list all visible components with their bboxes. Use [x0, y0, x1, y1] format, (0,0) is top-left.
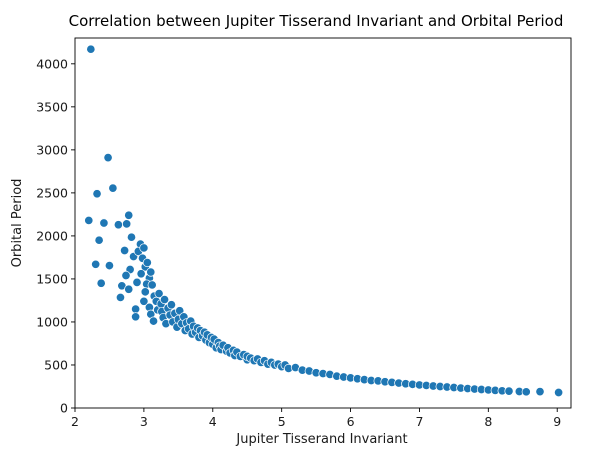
chart-title: Correlation between Jupiter Tisserand In…: [69, 12, 564, 30]
x-tick-label: 3: [140, 414, 148, 429]
scatter-point: [154, 289, 164, 299]
x-ticks: 2 3 4 5 6 7 8 9: [71, 408, 561, 429]
scatter-point: [140, 287, 150, 297]
scatter-point: [94, 235, 104, 245]
y-tick-label: 3000: [36, 142, 68, 157]
scatter-point: [160, 295, 170, 305]
x-tick-label: 7: [415, 414, 423, 429]
scatter-point: [86, 44, 96, 54]
y-tick-label: 3500: [36, 99, 68, 114]
scatter-point: [104, 261, 114, 271]
scatter-point: [122, 219, 132, 229]
y-tick-label: 2000: [36, 228, 68, 243]
scatter-point: [99, 218, 109, 228]
scatter-point: [147, 280, 157, 290]
scatter-point: [124, 284, 134, 294]
scatter-point: [92, 189, 102, 199]
x-tick-label: 8: [484, 414, 492, 429]
y-ticks: 0 500 1000 1500 2000 2500 3000 3500 4000: [36, 56, 75, 416]
scatter-point: [139, 296, 149, 306]
scatter-point: [108, 183, 118, 193]
x-tick-label: 6: [347, 414, 355, 429]
scatter-point: [126, 232, 137, 242]
x-axis-label: Jupiter Tisserand Invariant: [235, 432, 407, 447]
scatter-point: [84, 215, 94, 225]
x-tick-label: 9: [553, 414, 561, 429]
plot-frame: [74, 37, 572, 409]
scatter-point: [148, 316, 159, 326]
scatter-point: [131, 304, 141, 314]
scatter-point: [504, 386, 514, 396]
y-tick-label: 1500: [36, 271, 68, 286]
x-tick-label: 4: [209, 414, 217, 429]
scatter-point: [132, 277, 142, 287]
y-axis-label: Orbital Period: [10, 179, 25, 268]
axes: [74, 37, 572, 409]
scatter-point: [139, 243, 149, 253]
scatter-point: [521, 387, 531, 397]
y-tick-label: 4000: [36, 56, 68, 71]
y-tick-label: 1000: [36, 314, 68, 329]
y-tick-label: 500: [44, 357, 68, 372]
scatter-point: [142, 258, 152, 268]
scatter-point: [115, 292, 126, 302]
y-tick-label: 2500: [36, 185, 68, 200]
points-layer: [84, 44, 564, 398]
x-tick-label: 2: [71, 414, 79, 429]
scatter-point: [120, 245, 130, 256]
x-tick-label: 5: [278, 414, 286, 429]
scatter-point: [131, 312, 141, 322]
scatter-point: [121, 270, 131, 281]
scatter-point: [113, 220, 123, 230]
scatter-point: [96, 278, 106, 288]
scatter-point: [124, 210, 134, 220]
scatter-point: [554, 387, 564, 398]
scatter-point: [91, 259, 101, 269]
scatter-point: [166, 300, 176, 310]
scatter-point: [103, 153, 113, 163]
scatter-point: [146, 267, 156, 277]
scatter-point: [535, 387, 545, 397]
y-tick-label: 0: [60, 401, 68, 416]
scatter-point: [136, 269, 146, 279]
